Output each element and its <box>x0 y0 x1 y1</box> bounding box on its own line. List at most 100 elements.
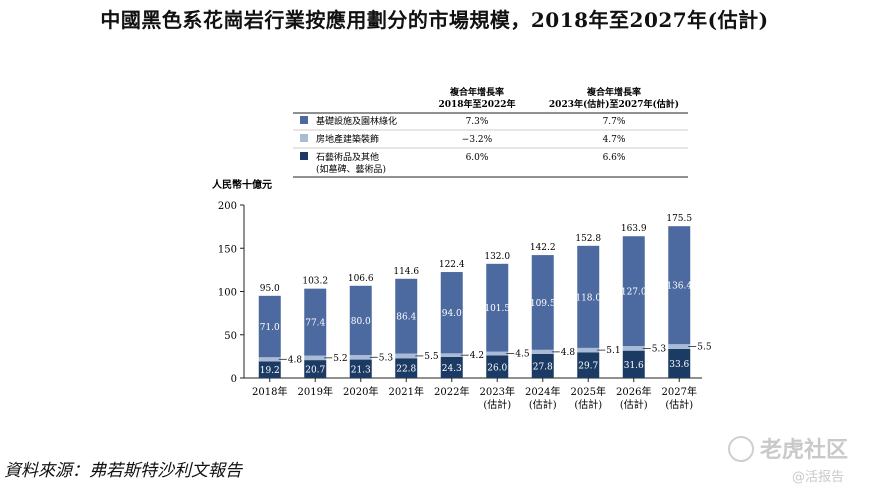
legend-swatch-1 <box>300 116 308 124</box>
bar-9-series-2 <box>622 346 645 351</box>
value-label-5-series-2: 4.2 <box>470 351 484 361</box>
y-axis-label: 人民幣十億元 <box>212 178 272 191</box>
legend-swatch-3 <box>300 152 308 160</box>
legend-label-3-line-2: (如墓碑、藝術品) <box>316 163 386 175</box>
x-tick-label-2-line-1: 2019年 <box>298 385 333 398</box>
bar-10-series-3 <box>668 226 691 345</box>
x-tick-label-10-line-2: (估計) <box>665 398 693 411</box>
value-label-1-series-1: 19.2 <box>260 366 280 376</box>
legend-label-1-line-1: 基礎設施及園林綠化 <box>316 115 397 127</box>
cagr-value-2-row-1: 7.7% <box>603 117 626 127</box>
bar-2-series-2 <box>304 355 327 361</box>
bar-3-series-1 <box>349 359 372 378</box>
x-tick-label-6-line-2: (估計) <box>483 398 511 411</box>
value-label-7-series-1: 27.8 <box>533 362 553 372</box>
bar-10-series-1 <box>668 348 691 378</box>
x-tick-label-9-line-1: 2026年 <box>616 385 651 398</box>
total-label-7: 142.2 <box>530 243 556 253</box>
bar-8-series-2 <box>577 347 600 353</box>
y-tick-label-200: 200 <box>218 201 237 212</box>
total-label-5: 122.4 <box>439 260 465 270</box>
value-label-8-series-2: 5.1 <box>606 346 620 356</box>
bar-9-series-3 <box>622 236 645 347</box>
bar-7-series-1 <box>531 353 554 378</box>
value-label-8-series-3: 118.0 <box>575 293 601 303</box>
x-tick-label-9-line-2: (估計) <box>620 398 648 411</box>
value-label-10-series-3: 136.4 <box>666 282 692 292</box>
value-label-4-series-2: 5.5 <box>424 352 439 362</box>
bar-6-series-1 <box>486 355 509 378</box>
cagr-header-2-line-2: 2023年(估計)至2027年(估計) <box>549 98 679 110</box>
cagr-header-1-line-2: 2018年至2022年 <box>438 98 515 110</box>
value-label-5-series-1: 24.3 <box>442 364 462 374</box>
value-label-2-series-3: 77.4 <box>305 319 325 329</box>
bar-2-series-3 <box>304 288 327 356</box>
value-label-6-series-2: 4.5 <box>515 350 530 360</box>
x-tick-label-8-line-2: (估計) <box>574 398 602 411</box>
value-label-7-series-3: 109.5 <box>530 299 556 309</box>
value-label-5-series-3: 94.0 <box>442 309 462 319</box>
bar-5-series-1 <box>440 356 463 378</box>
bar-5-series-2 <box>440 353 463 357</box>
bar-4-series-1 <box>395 358 418 378</box>
value-label-4-series-1: 22.8 <box>396 365 416 375</box>
bar-8-series-1 <box>577 352 600 378</box>
cagr-value-1-row-2: −3.2% <box>462 135 493 145</box>
total-label-1: 95.0 <box>260 284 280 294</box>
cagr-value-1-row-1: 7.3% <box>466 117 489 127</box>
bar-4-series-2 <box>395 353 418 359</box>
cagr-header-1-line-1: 複合年增長率 <box>449 86 504 98</box>
value-label-6-series-3: 101.5 <box>484 304 510 314</box>
value-label-1-series-3: 71.0 <box>260 323 280 333</box>
bar-1-series-3 <box>258 295 281 358</box>
bar-6-series-2 <box>486 351 509 356</box>
total-label-6: 132.0 <box>484 252 510 262</box>
watermark-logo-icon <box>728 436 754 462</box>
cagr-value-2-row-3: 6.6% <box>603 153 626 163</box>
x-tick-label-4-line-1: 2021年 <box>389 385 424 398</box>
cagr-value-1-row-3: 6.0% <box>466 153 489 163</box>
cagr-value-2-row-2: 4.7% <box>603 135 626 145</box>
value-label-2-series-1: 20.7 <box>305 366 325 376</box>
value-label-3-series-1: 21.3 <box>351 365 371 375</box>
chart-title: 中國黑色系花崗岩行業按應用劃分的市場規模，2018年至2027年(估計) <box>100 8 769 32</box>
value-label-9-series-3: 127.0 <box>621 288 647 298</box>
x-tick-label-7-line-2: (估計) <box>529 398 557 411</box>
value-label-10-series-2: 5.5 <box>697 343 712 353</box>
bar-2-series-1 <box>304 360 327 378</box>
bar-8-series-3 <box>577 245 600 348</box>
bar-4-series-3 <box>395 278 418 354</box>
total-label-2: 103.2 <box>302 277 328 287</box>
x-tick-label-7-line-1: 2024年 <box>525 385 560 398</box>
y-tick-label-100: 100 <box>218 288 237 299</box>
bar-6-series-3 <box>486 263 509 352</box>
bar-1-series-2 <box>258 357 281 362</box>
x-tick-label-6-line-1: 2023年 <box>480 385 515 398</box>
value-label-9-series-2: 5.3 <box>652 344 667 354</box>
bar-10-series-2 <box>668 344 691 349</box>
value-label-3-series-3: 80.0 <box>351 317 371 327</box>
value-label-3-series-2: 5.3 <box>379 353 394 363</box>
x-tick-label-3-line-1: 2020年 <box>343 385 378 398</box>
x-tick-label-10-line-1: 2027年 <box>662 385 697 398</box>
watermark-sub: @活报告 <box>792 470 845 485</box>
value-label-4-series-3: 86.4 <box>396 313 416 323</box>
value-label-10-series-1: 33.6 <box>669 360 689 370</box>
cagr-header-2-line-1: 複合年增長率 <box>586 86 641 98</box>
y-tick-label-50: 50 <box>224 331 237 342</box>
legend-label-3-line-1: 石藝術品及其他 <box>316 151 379 163</box>
source-note: 資料來源：弗若斯特沙利文報告 <box>4 461 242 481</box>
total-label-10: 175.5 <box>666 214 692 224</box>
total-label-4: 114.6 <box>393 267 419 277</box>
total-label-8: 152.8 <box>575 234 601 244</box>
legend-label-2-line-1: 房地產建築裝飾 <box>316 133 379 145</box>
bar-3-series-3 <box>349 285 372 355</box>
total-label-3: 106.6 <box>348 274 374 284</box>
bar-9-series-1 <box>622 350 645 378</box>
y-tick-label-0: 0 <box>231 374 237 385</box>
value-label-7-series-2: 4.8 <box>561 348 576 358</box>
value-label-8-series-1: 29.7 <box>578 362 598 372</box>
legend-swatch-2 <box>300 134 308 142</box>
bar-7-series-2 <box>531 349 554 354</box>
